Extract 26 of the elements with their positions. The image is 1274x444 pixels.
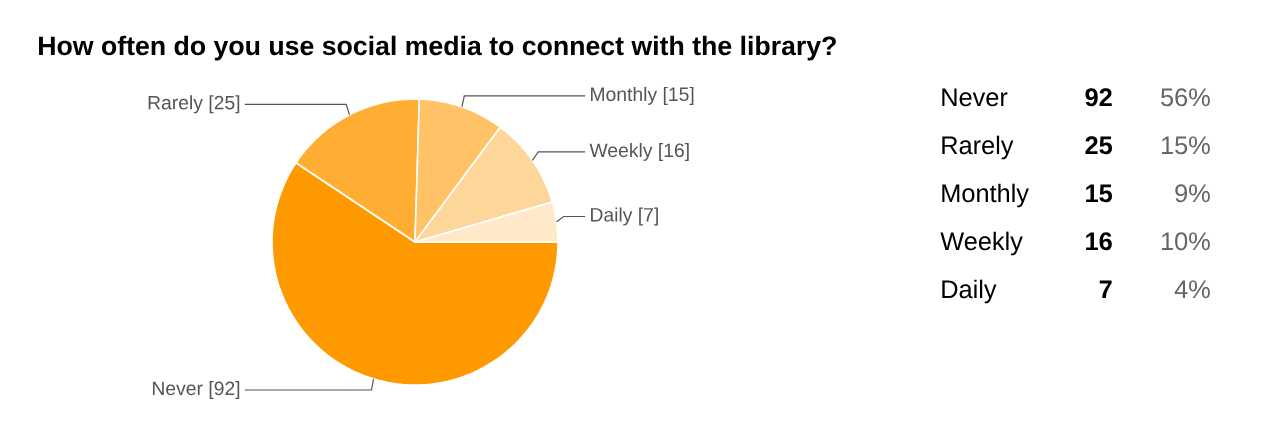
data-label: [7] [639, 207, 658, 226]
text: 10% [1161, 232, 1210, 251]
text: Never [942, 88, 1008, 107]
data-label: [16] [659, 142, 689, 161]
data-label: [25] [209, 95, 240, 114]
text: 92 [1085, 88, 1112, 107]
text: 4% [1174, 280, 1210, 299]
slice-label: Monthly [591, 86, 658, 105]
text: Daily [942, 279, 997, 304]
text: 56% [1161, 88, 1210, 107]
text: 25 [1085, 136, 1113, 155]
data-label: [15] [663, 86, 694, 105]
slice-label: Never [152, 381, 203, 396]
text: 15% [1161, 136, 1210, 155]
text: 7 [1099, 280, 1112, 299]
text: 16 [1086, 232, 1112, 251]
chart-title: How often do you use social media to connect with the library? [39, 35, 836, 61]
slice-label: Weekly [589, 142, 653, 161]
text: Weekly [940, 231, 1023, 256]
text: 15 [1086, 184, 1113, 203]
text: Rarely [942, 135, 1014, 160]
slice-label: Daily [591, 207, 633, 226]
data-label: [92] [209, 381, 240, 400]
slice-label: Rarely [148, 95, 203, 114]
text: 9% [1175, 184, 1210, 203]
text: Monthly [942, 183, 1029, 208]
